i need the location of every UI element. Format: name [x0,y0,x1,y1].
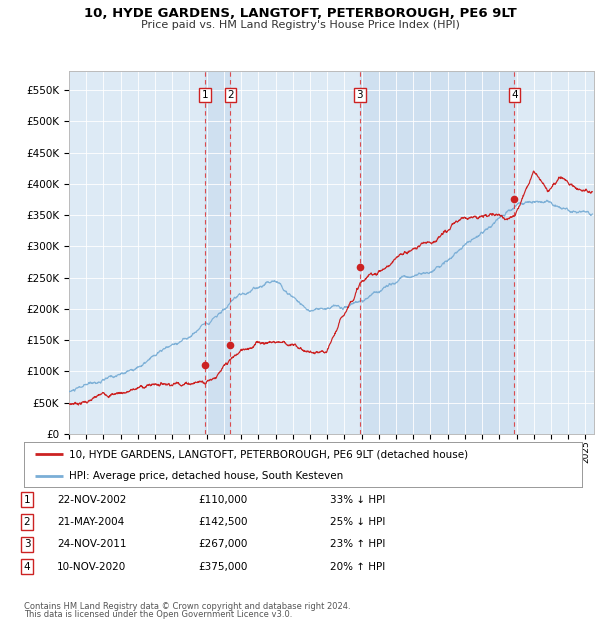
Text: 3: 3 [23,539,31,549]
Text: £110,000: £110,000 [198,495,247,505]
Text: 4: 4 [23,562,31,572]
Text: 1: 1 [202,90,208,100]
Text: £375,000: £375,000 [198,562,247,572]
Text: 10, HYDE GARDENS, LANGTOFT, PETERBOROUGH, PE6 9LT (detached house): 10, HYDE GARDENS, LANGTOFT, PETERBOROUGH… [68,449,468,459]
Text: 21-MAY-2004: 21-MAY-2004 [57,517,124,527]
Text: 20% ↑ HPI: 20% ↑ HPI [330,562,385,572]
Text: Price paid vs. HM Land Registry's House Price Index (HPI): Price paid vs. HM Land Registry's House … [140,20,460,30]
Text: 4: 4 [511,90,518,100]
Text: Contains HM Land Registry data © Crown copyright and database right 2024.: Contains HM Land Registry data © Crown c… [24,602,350,611]
Text: HPI: Average price, detached house, South Kesteven: HPI: Average price, detached house, Sout… [68,471,343,480]
Bar [205,71,230,434]
Text: 23% ↑ HPI: 23% ↑ HPI [330,539,385,549]
Text: 10, HYDE GARDENS, LANGTOFT, PETERBOROUGH, PE6 9LT: 10, HYDE GARDENS, LANGTOFT, PETERBOROUGH… [83,7,517,20]
Text: 2: 2 [23,517,31,527]
Text: 25% ↓ HPI: 25% ↓ HPI [330,517,385,527]
Text: 2: 2 [227,90,234,100]
Text: 10-NOV-2020: 10-NOV-2020 [57,562,126,572]
Text: £142,500: £142,500 [198,517,248,527]
Text: 1: 1 [23,495,31,505]
Text: 22-NOV-2002: 22-NOV-2002 [57,495,127,505]
Bar [360,71,514,434]
Text: £267,000: £267,000 [198,539,247,549]
Text: This data is licensed under the Open Government Licence v3.0.: This data is licensed under the Open Gov… [24,609,292,619]
Text: 3: 3 [356,90,363,100]
Text: 33% ↓ HPI: 33% ↓ HPI [330,495,385,505]
Text: 24-NOV-2011: 24-NOV-2011 [57,539,127,549]
